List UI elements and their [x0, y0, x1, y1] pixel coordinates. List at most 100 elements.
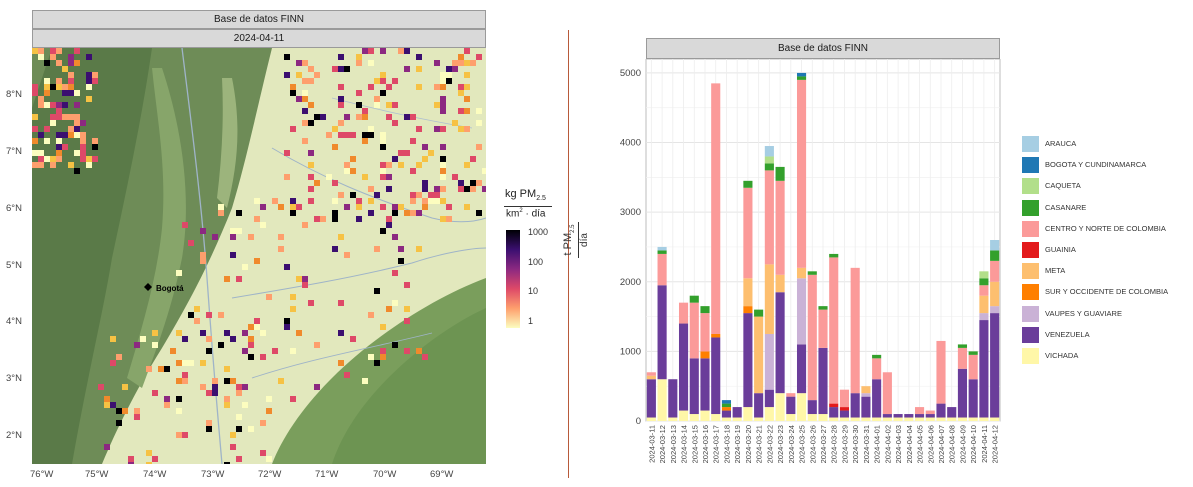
fire-cell — [356, 204, 362, 210]
x-tick-label: 2024-03-28 — [830, 425, 839, 463]
lon-tick-label: 69°W — [430, 469, 454, 480]
fire-cell — [326, 132, 332, 138]
fire-cell — [272, 198, 278, 204]
fire-cell — [92, 138, 98, 144]
bar-segment — [829, 257, 839, 404]
lat-tick-label: 7°N — [6, 146, 22, 157]
fire-cell — [176, 432, 182, 438]
bar-segment — [764, 170, 774, 265]
fire-cell — [266, 456, 272, 462]
fire-cell — [86, 84, 92, 90]
fire-cell — [80, 150, 86, 156]
fire-cell — [272, 348, 278, 354]
fire-cell — [260, 420, 266, 426]
bar-segment — [850, 393, 860, 418]
fire-cell — [80, 132, 86, 138]
fire-cell — [182, 378, 188, 384]
fire-cell — [320, 216, 326, 222]
fire-cell — [86, 78, 92, 84]
bar-segment — [990, 240, 1000, 251]
fire-cell — [68, 72, 74, 78]
bar-segment — [818, 414, 828, 421]
bar-segment — [732, 407, 742, 418]
bar-segment — [829, 407, 839, 418]
bar-segment — [872, 379, 882, 418]
fire-cell — [416, 66, 422, 72]
fire-cell — [446, 72, 452, 78]
fire-cell — [128, 462, 134, 464]
x-tick-label: 2024-03-15 — [690, 425, 699, 463]
fire-cell — [68, 84, 74, 90]
fire-cell — [86, 162, 92, 168]
fire-cell — [326, 174, 332, 180]
legend-swatch — [1022, 305, 1039, 322]
bar-segment — [764, 156, 774, 164]
x-tick-label: 2024-03-18 — [722, 425, 731, 463]
fire-cell — [374, 78, 380, 84]
bar-segment — [839, 417, 850, 421]
fire-cell — [356, 54, 362, 60]
fire-cell — [380, 204, 386, 210]
legend-swatch — [1022, 242, 1039, 258]
bar-segment — [711, 333, 721, 338]
bar-segment — [689, 414, 699, 421]
fire-cell — [68, 114, 74, 120]
fire-cell — [164, 396, 170, 402]
fire-cell — [404, 114, 410, 120]
fire-cell — [440, 84, 446, 90]
x-tick-label: 2024-03-26 — [808, 425, 817, 463]
fire-cell — [104, 444, 110, 450]
fire-cell — [116, 420, 122, 426]
fire-cell — [338, 300, 344, 306]
fire-cell — [392, 342, 398, 348]
lat-tick-label: 5°N — [6, 260, 22, 271]
fire-cell — [290, 306, 296, 312]
fire-cell — [350, 168, 356, 174]
fire-cell — [50, 54, 56, 60]
fire-cell — [362, 132, 368, 138]
fire-cell — [416, 210, 422, 216]
bar-segment — [786, 414, 796, 421]
fire-cell — [380, 90, 386, 96]
fire-cell — [32, 114, 38, 120]
fire-cell — [212, 234, 218, 240]
fire-cell — [32, 90, 38, 96]
x-tick-label: 2024-04-10 — [969, 425, 978, 463]
legend-label: VICHADA — [1045, 351, 1079, 360]
fire-cell — [182, 222, 188, 228]
lon-tick-label: 75°W — [85, 469, 109, 480]
fire-cell — [218, 312, 224, 318]
bar-segment — [914, 414, 925, 418]
fire-cell — [398, 48, 404, 54]
fire-cell — [446, 66, 452, 72]
fire-cell — [356, 90, 362, 96]
fire-cell — [56, 132, 62, 138]
fire-cell — [44, 84, 50, 90]
fire-cell — [236, 390, 242, 396]
fire-cell — [242, 384, 248, 390]
fire-cell — [56, 144, 62, 150]
fire-cell — [56, 48, 62, 54]
fire-cell — [386, 114, 392, 120]
fire-cell — [212, 378, 218, 384]
bar-segment — [882, 372, 892, 415]
fire-cell — [260, 450, 266, 456]
bar-segment — [861, 393, 871, 397]
fire-cell — [32, 138, 38, 144]
bar-segment — [657, 253, 667, 286]
bar-segment — [764, 333, 774, 390]
fire-cell — [428, 198, 434, 204]
fire-cell — [230, 378, 236, 384]
fire-cell — [380, 354, 386, 360]
fire-cell — [314, 180, 320, 186]
bar-segment — [829, 403, 839, 408]
fire-cell — [296, 72, 302, 78]
fire-cell — [50, 48, 56, 54]
fire-cell — [44, 156, 50, 162]
fire-cell — [368, 84, 374, 90]
bar-segment — [668, 379, 678, 418]
x-tick-label: 2024-04-05 — [916, 425, 925, 463]
fire-cell — [440, 102, 446, 108]
fire-cell — [266, 294, 272, 300]
fire-cell — [440, 144, 446, 150]
